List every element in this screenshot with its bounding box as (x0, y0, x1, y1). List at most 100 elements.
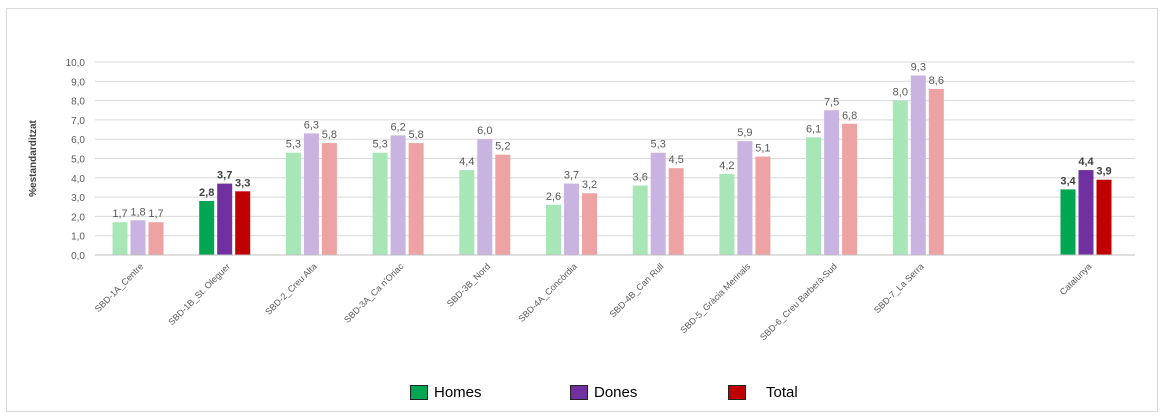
x-tick-label: SBD-4A_Concòrdia (516, 261, 579, 324)
bar (321, 143, 337, 255)
data-label: 3,6 (633, 172, 648, 184)
bar (582, 193, 597, 255)
bar (459, 170, 475, 255)
data-label: 3,7 (217, 170, 232, 182)
x-tick-label: SBD-1A_Centre (93, 261, 146, 314)
bar (806, 137, 822, 255)
data-label: 8,0 (893, 87, 908, 99)
data-label: 8,6 (929, 75, 944, 87)
data-label: 4,4 (1078, 156, 1094, 168)
bar (408, 143, 424, 255)
y-tick-label: 2,0 (71, 212, 85, 223)
bar (910, 75, 926, 255)
x-tick-label: SBD-5_Gràcia Merinals (678, 261, 752, 335)
data-label: 6,0 (477, 125, 492, 137)
y-tick-label: 10,0 (66, 58, 86, 69)
bar (303, 133, 319, 255)
data-label: 1,8 (130, 206, 145, 218)
bar (755, 156, 771, 255)
data-label: 3,3 (235, 177, 250, 189)
data-label: 1,7 (112, 208, 127, 220)
legend-label-homes: Homes (434, 384, 482, 401)
bar (477, 139, 493, 255)
y-tick-label: 0,0 (71, 251, 85, 262)
bar (650, 152, 666, 255)
x-tick-label: SBD-7_La Serra (872, 261, 926, 315)
bar (130, 220, 146, 255)
data-label: 5,3 (286, 139, 301, 151)
data-label: 5,8 (322, 129, 337, 141)
bar (632, 185, 648, 255)
legend-swatch-dones (570, 385, 588, 400)
x-tick-label: SBD-4B_Can Rull (608, 261, 666, 319)
bar (217, 183, 233, 255)
data-label: 6,1 (806, 123, 821, 135)
x-tick-label: SBD-3A_Ca n'Oriac (342, 261, 406, 325)
data-label: 4,5 (669, 154, 684, 166)
bar (372, 152, 388, 255)
bar (285, 152, 301, 255)
bar (199, 200, 215, 255)
data-label: 9,3 (911, 62, 926, 74)
y-tick-label: 1,0 (71, 232, 85, 243)
legend-item-dones: Dones (570, 384, 637, 401)
data-label: 6,2 (390, 121, 405, 133)
y-axis-title: %estandarditzat (28, 119, 39, 196)
y-tick-label: 4,0 (71, 174, 85, 185)
y-tick-label: 3,0 (71, 193, 85, 204)
legend-swatch-total (728, 385, 746, 400)
bar (546, 204, 561, 255)
bar (842, 123, 858, 255)
data-label: 4,4 (459, 156, 474, 168)
y-tick-label: 9,0 (71, 77, 85, 88)
bar (892, 100, 908, 255)
data-label: 4,2 (719, 160, 734, 172)
x-tick-label: SBD-1B_St. Oleguer (166, 261, 232, 327)
legend-swatch-homes (410, 385, 428, 400)
x-tick-label: SBD-3B_Nord (445, 261, 492, 308)
bar (719, 173, 735, 255)
bar (495, 154, 511, 255)
bar (737, 141, 753, 255)
y-tick-label: 8,0 (71, 97, 85, 108)
data-label: 5,8 (408, 129, 423, 141)
bar (824, 110, 840, 255)
y-tick-label: 6,0 (71, 135, 85, 146)
data-label: 1,7 (148, 208, 163, 220)
data-label: 2,6 (546, 191, 561, 203)
x-tick-label: Catalunya (1058, 261, 1094, 297)
bar (564, 183, 579, 255)
legend-item-total: Total (728, 384, 798, 401)
legend: Homes Dones Total (0, 378, 1167, 408)
bar (1096, 179, 1112, 255)
data-label: 3,2 (582, 179, 597, 191)
data-label: 3,4 (1060, 175, 1076, 187)
y-tick-label: 7,0 (71, 116, 85, 127)
data-label: 3,7 (564, 170, 579, 182)
data-label: 2,8 (199, 187, 214, 199)
data-label: 5,9 (737, 127, 752, 139)
bar (1078, 170, 1094, 255)
bar (148, 222, 164, 255)
legend-label-dones: Dones (594, 384, 638, 401)
x-tick-label: SBD-2_Creu Alta (263, 261, 319, 317)
bar (668, 168, 684, 255)
y-tick-label: 5,0 (71, 155, 85, 166)
data-label: 5,1 (755, 143, 770, 155)
data-label: 5,3 (372, 139, 387, 151)
legend-item-homes: Homes (410, 384, 482, 401)
bar (235, 191, 251, 255)
data-label: 7,5 (824, 96, 839, 108)
data-label: 3,9 (1096, 166, 1111, 178)
bar (1060, 189, 1076, 255)
data-label: 6,3 (304, 119, 319, 131)
x-tick-label: SBD-6_Creu Barberà-Sud (758, 261, 839, 342)
bar (112, 222, 128, 255)
bar (390, 135, 406, 255)
bar (928, 89, 944, 256)
legend-label-total: Total (766, 384, 798, 401)
data-label: 6,8 (842, 110, 857, 122)
data-label: 5,2 (495, 141, 510, 153)
data-label: 5,3 (651, 139, 666, 151)
